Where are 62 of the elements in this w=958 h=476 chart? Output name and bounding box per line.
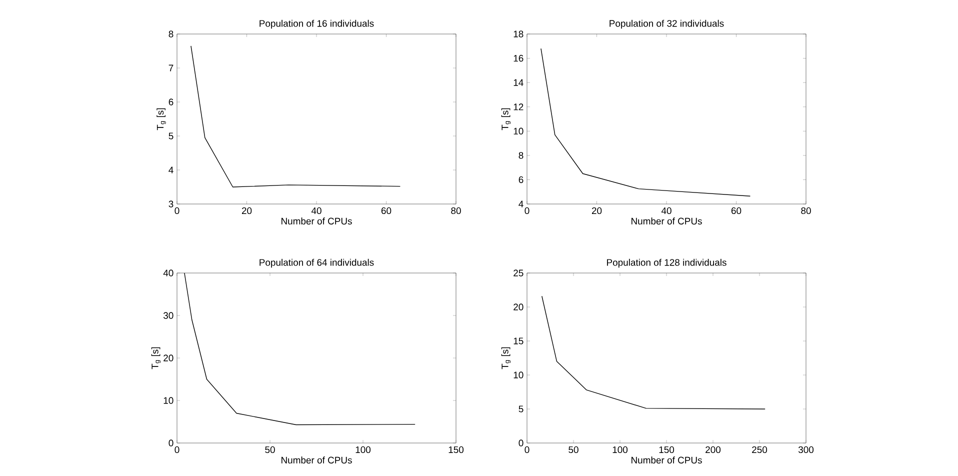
x-tick-label: 60 — [731, 207, 742, 214]
x-tick-label: 20 — [242, 207, 252, 214]
x-tick-label: 60 — [381, 207, 392, 214]
y-tick-label: 12 — [514, 104, 524, 110]
y-tick-label: 4 — [168, 166, 174, 174]
x-tick-label: 80 — [451, 207, 461, 214]
y-tick-label: 14 — [514, 79, 524, 86]
x-tick-label: 20 — [592, 207, 602, 214]
y-tick-label: 0 — [168, 440, 174, 446]
x-tick-label: 50 — [568, 446, 578, 454]
y-tick-label: 5 — [168, 132, 174, 140]
x-tick-label: 0 — [524, 446, 530, 454]
chart-title: Population of 32 individuals — [610, 20, 724, 29]
line-series — [542, 296, 766, 410]
chart-title: Population of 16 individuals — [260, 20, 374, 29]
y-axis-title: T$_{g}$ [s] — [156, 108, 166, 130]
line-series — [184, 273, 416, 426]
chart-title: Population of 128 individuals — [607, 258, 726, 268]
y-axis-title: T$_{g}$ [s] — [501, 108, 511, 130]
y-axis-title: T$_{g}$ [s] — [501, 347, 511, 370]
y-tick-label: 10 — [164, 397, 174, 404]
x-tick-label: 150 — [448, 446, 464, 454]
x-tick-label: 300 — [798, 446, 814, 454]
x-tick-label: 40 — [311, 207, 322, 214]
x-tick-label: 80 — [801, 207, 811, 214]
y-tick-label: 16 — [514, 54, 524, 62]
y-tick-label: 7 — [168, 64, 174, 72]
y-tick-label: 6 — [168, 98, 174, 106]
y-tick-label: 40 — [163, 270, 174, 276]
chart-title: Population of 64 individuals — [260, 258, 374, 268]
x-tick-label: 0 — [174, 446, 180, 454]
x-tick-label: 200 — [706, 446, 721, 454]
x-axis-title: Number of CPUs — [632, 218, 702, 225]
y-tick-label: 10 — [514, 372, 524, 378]
y-tick-label: 20 — [164, 354, 174, 362]
x-axis-title: Number of CPUs — [282, 218, 352, 225]
y-tick-label: 10 — [514, 128, 524, 134]
x-axis-title: Number of CPUs — [632, 456, 702, 464]
x-tick-label: 250 — [752, 446, 768, 454]
y-tick-label: 18 — [514, 30, 524, 38]
x-tick-label: 0 — [174, 207, 180, 214]
x-axis-title: Number of CPUs — [282, 456, 352, 464]
x-tick-label: 0 — [524, 207, 530, 214]
y-tick-label: 4 — [518, 200, 524, 208]
y-tick-label: 8 — [168, 30, 174, 38]
y-tick-label: 0 — [518, 440, 524, 446]
y-tick-label: 25 — [514, 270, 524, 276]
y-tick-label: 6 — [518, 176, 524, 184]
y-tick-label: 8 — [518, 152, 524, 159]
y-axis-title: T$_{g}$ [s] — [151, 347, 161, 370]
x-tick-label: 100 — [612, 446, 628, 454]
y-tick-label: 5 — [518, 406, 524, 412]
x-tick-label: 50 — [265, 446, 275, 454]
y-tick-label: 20 — [514, 304, 524, 310]
line-series — [540, 48, 751, 196]
y-tick-label: 30 — [163, 312, 174, 319]
line-series — [190, 46, 401, 188]
y-tick-label: 15 — [514, 338, 524, 344]
y-tick-label: 3 — [168, 200, 174, 208]
x-tick-label: 40 — [661, 207, 672, 214]
x-tick-label: 100 — [356, 446, 371, 454]
x-tick-label: 150 — [659, 446, 674, 454]
